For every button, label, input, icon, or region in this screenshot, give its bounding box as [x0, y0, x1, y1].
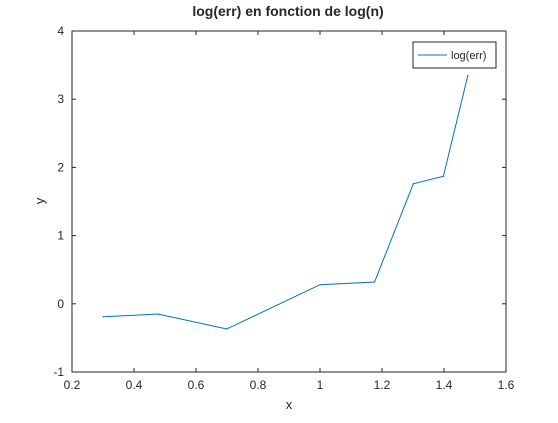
legend-label: log(err) — [451, 50, 486, 62]
x-tick-label: 1.4 — [436, 378, 453, 392]
y-tick-label: 4 — [57, 24, 64, 38]
x-tick-label: 1 — [317, 378, 324, 392]
data-point — [319, 284, 321, 286]
data-point — [467, 74, 469, 76]
series-line-log-err — [103, 75, 469, 330]
y-tick-label: 3 — [57, 92, 64, 106]
data-point — [226, 328, 228, 330]
data-point — [157, 313, 159, 315]
plot-area — [71, 30, 507, 373]
x-tick-label: 0.4 — [126, 378, 143, 392]
x-tick-label: 0.8 — [250, 378, 267, 392]
x-axis-label: x — [286, 397, 293, 412]
data-point — [412, 183, 414, 185]
data-point — [373, 281, 376, 283]
x-tick-label: 1.2 — [374, 378, 391, 392]
x-axis-ticks: 0.2 0.4 0.6 0.8 1 1.2 1.4 1.6 — [64, 31, 515, 392]
x-tick-label: 1.6 — [498, 378, 515, 392]
y-tick-label: 0 — [57, 297, 64, 311]
series-layer — [102, 74, 469, 330]
y-tick-label: 2 — [57, 160, 64, 174]
chart-title: log(err) en fonction de log(n) — [192, 3, 383, 19]
x-tick-label: 0.6 — [188, 378, 205, 392]
y-tick-label: 1 — [57, 229, 64, 243]
y-tick-label: -1 — [53, 365, 64, 379]
y-axis-label: y — [32, 197, 47, 204]
legend: log(err) — [412, 41, 497, 69]
data-point — [102, 316, 104, 318]
data-point — [442, 175, 444, 177]
y-axis-ticks: -1 0 1 2 3 4 — [53, 24, 506, 379]
x-tick-label: 0.2 — [64, 378, 81, 392]
